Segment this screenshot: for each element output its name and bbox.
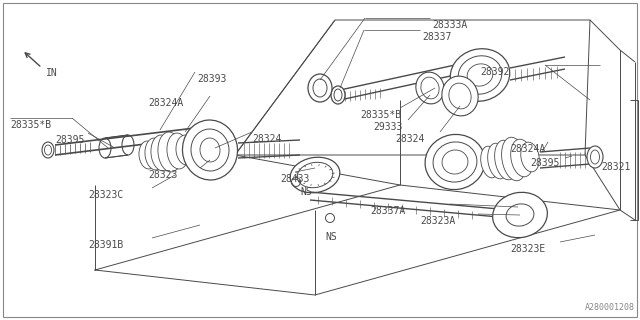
Ellipse shape <box>451 49 509 101</box>
Ellipse shape <box>521 142 540 172</box>
Ellipse shape <box>308 74 332 102</box>
Text: 28395: 28395 <box>530 158 559 168</box>
Text: 28395: 28395 <box>55 135 84 145</box>
Ellipse shape <box>167 133 189 169</box>
Ellipse shape <box>158 132 182 172</box>
Ellipse shape <box>416 72 444 104</box>
Text: 28321: 28321 <box>601 162 630 172</box>
Ellipse shape <box>176 135 196 165</box>
Text: 28391B: 28391B <box>88 240 124 250</box>
Text: 28324A: 28324A <box>148 98 183 108</box>
Ellipse shape <box>511 139 533 177</box>
Ellipse shape <box>145 138 165 170</box>
Text: 28392: 28392 <box>480 67 509 77</box>
Text: 28335*B: 28335*B <box>360 110 401 120</box>
Ellipse shape <box>182 120 237 180</box>
Ellipse shape <box>587 146 603 168</box>
Text: NS: NS <box>325 232 337 242</box>
Text: 28393: 28393 <box>197 74 227 84</box>
Ellipse shape <box>151 135 173 171</box>
Text: 28335*B: 28335*B <box>10 120 51 130</box>
Text: 28337: 28337 <box>422 32 451 42</box>
Ellipse shape <box>425 134 485 189</box>
Text: 28433: 28433 <box>280 174 309 184</box>
Text: 28323A: 28323A <box>420 216 455 226</box>
Text: IN: IN <box>46 68 58 78</box>
Ellipse shape <box>186 137 202 161</box>
Text: 28324A: 28324A <box>510 144 545 154</box>
Ellipse shape <box>442 76 478 116</box>
Ellipse shape <box>502 137 527 181</box>
Text: A280001208: A280001208 <box>585 303 635 312</box>
Text: 28337A: 28337A <box>370 206 405 216</box>
Ellipse shape <box>290 157 340 193</box>
Ellipse shape <box>493 192 547 238</box>
Text: 28333A: 28333A <box>432 20 467 30</box>
Text: 28324: 28324 <box>252 134 282 144</box>
Text: 29333: 29333 <box>373 122 403 132</box>
Ellipse shape <box>495 140 517 180</box>
Ellipse shape <box>331 86 345 104</box>
Text: 28323C: 28323C <box>88 190 124 200</box>
Text: 28324: 28324 <box>395 134 424 144</box>
Text: 28323E: 28323E <box>510 244 545 254</box>
Ellipse shape <box>481 146 499 178</box>
Text: NS: NS <box>300 187 312 197</box>
Ellipse shape <box>139 141 157 169</box>
Text: 28323: 28323 <box>148 170 177 180</box>
Ellipse shape <box>488 143 508 179</box>
